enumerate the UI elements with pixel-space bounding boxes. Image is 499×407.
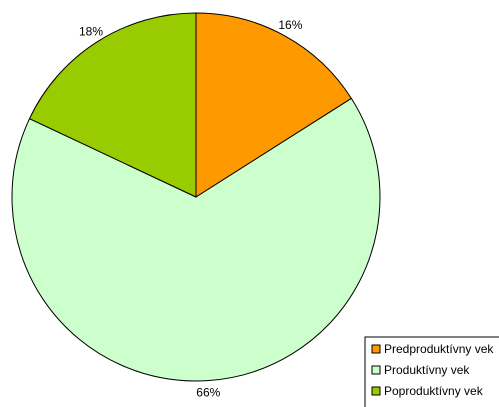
pie-slice-2: [11, 97, 381, 382]
pie-percent-labels: 16% 66% 18%: [79, 18, 303, 399]
legend-label: Poproduktívny vek: [384, 384, 484, 398]
legend-label: Predproduktívny vek: [384, 342, 494, 356]
legend-swatch: [371, 365, 381, 375]
pie-slices: [11, 12, 381, 382]
pie-slice-1: [195, 12, 353, 198]
legend-label: Produktívny vek: [384, 363, 470, 377]
pie-percent-label: 18%: [79, 25, 103, 39]
legend: Predproduktívny vek Produktívny vek Poprod…: [364, 336, 499, 407]
pie-slice-3: [28, 12, 197, 198]
legend-swatch: [371, 386, 381, 396]
legend-swatch: [371, 344, 381, 354]
pie-percent-label: 16%: [278, 18, 302, 32]
pie-percent-label: 66%: [196, 386, 220, 400]
legend-frame: [364, 336, 499, 407]
